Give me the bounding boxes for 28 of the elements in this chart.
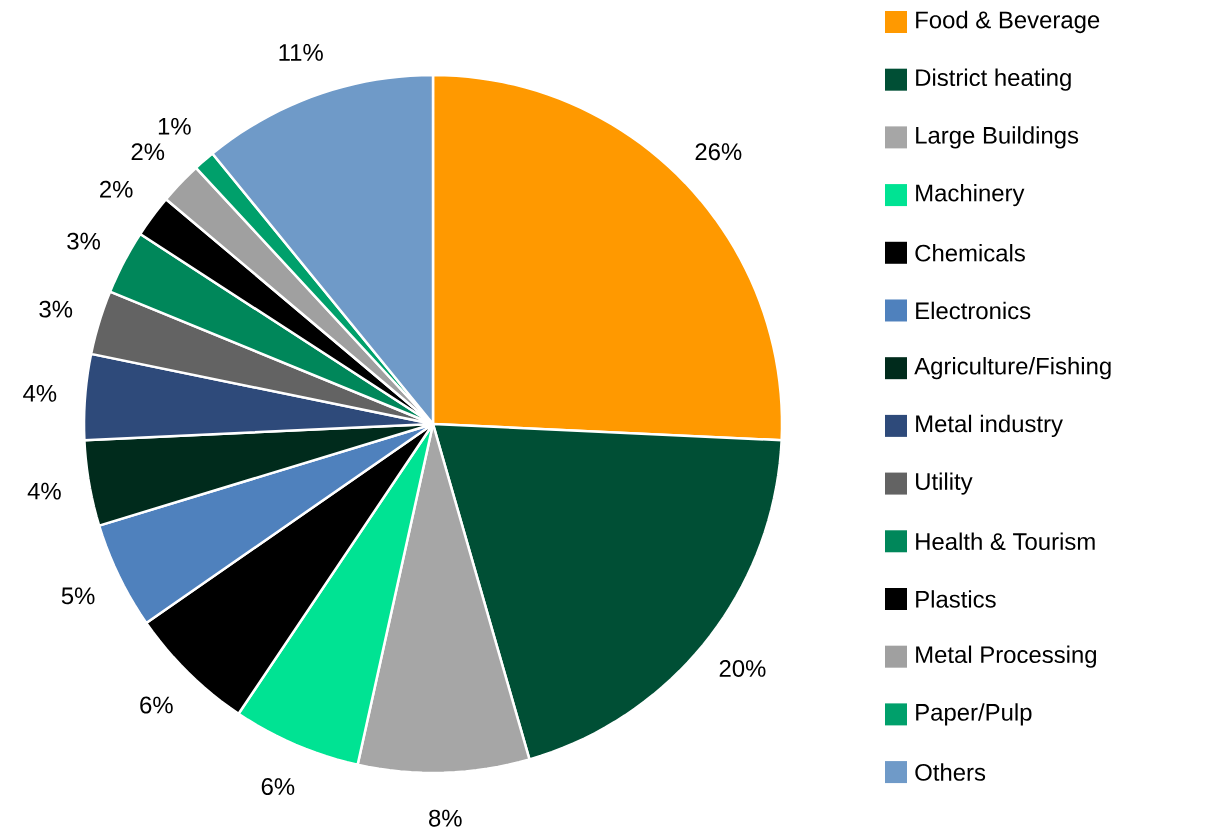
data-label: 20% [719,660,766,678]
data-label: 5% [61,587,95,605]
legend-label: District heating [916,68,1071,92]
legend-label: Chemicals [915,244,1025,262]
legend-label: Metal industry [916,414,1063,438]
data-label: 8% [429,809,462,827]
legend-label: Utility [916,472,973,495]
legend-label: Health & Tourism [916,532,1095,551]
legend-label: Metal Processing [916,645,1096,669]
legend-label: Agriculture/Fishing [914,357,1111,380]
data-label: 2% [100,181,133,198]
legend-label: Electronics [916,301,1031,320]
data-label: 26% [695,143,742,161]
legend-label: Food & Beverage [916,11,1100,34]
data-label: 4% [23,385,57,402]
data-label: 11% [279,44,323,62]
legend-label: Paper/Pulp [916,703,1032,726]
data-label: 3% [39,300,73,318]
legend-label: Plastics [916,590,996,608]
data-label: 3% [67,232,101,250]
data-label: 6% [261,778,295,796]
data-label: 2% [131,143,165,161]
legend-label: Machinery [916,184,1025,207]
data-label: 6% [140,696,173,714]
legend-label: Others [915,763,986,782]
data-label: 4% [27,482,61,500]
legend-label: Large Buildings [916,126,1079,149]
data-label: 1% [158,118,191,135]
